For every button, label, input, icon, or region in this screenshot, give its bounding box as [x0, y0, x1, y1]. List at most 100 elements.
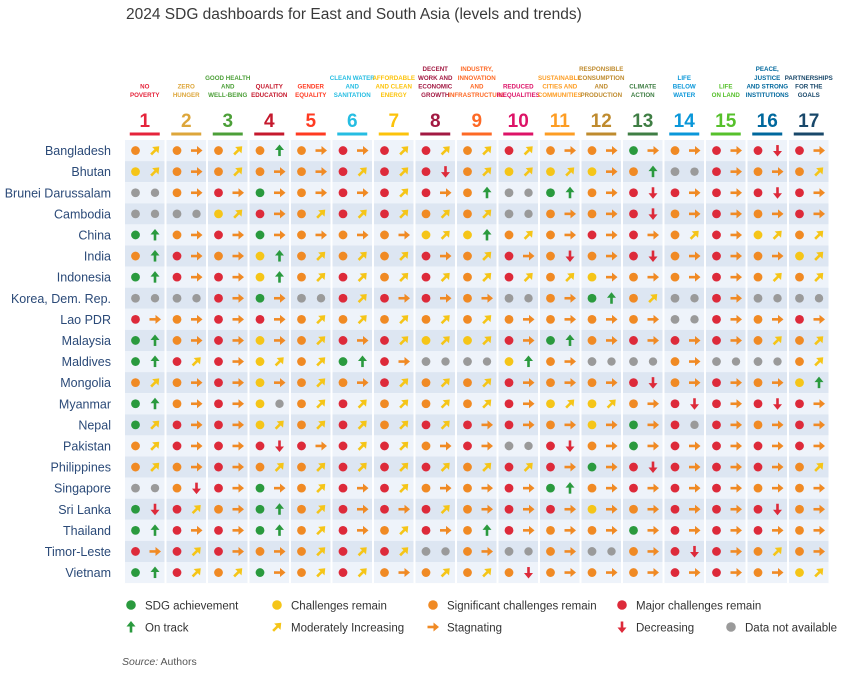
source-note: Source: Authors	[122, 656, 197, 668]
trend-arrow	[524, 567, 533, 579]
level-dot	[629, 420, 638, 430]
goal-number-10: 10	[508, 111, 529, 132]
goal-label-5: EQUALITY	[295, 92, 327, 99]
trend-arrow	[275, 399, 284, 408]
trend-arrow	[150, 566, 160, 579]
level-dot	[255, 399, 265, 409]
level-dot	[421, 504, 431, 514]
level-dot	[712, 357, 721, 366]
trend-arrow	[150, 188, 160, 197]
level-dot	[670, 441, 680, 451]
level-dot	[795, 483, 804, 493]
trend-arrow	[565, 167, 575, 177]
level-dot	[421, 293, 431, 303]
trend-arrow	[316, 272, 326, 282]
level-dot	[753, 251, 763, 261]
level-dot	[463, 462, 472, 472]
trend-arrow	[232, 188, 244, 198]
goal-label-6: AND	[346, 83, 360, 90]
trend-arrow	[316, 209, 326, 219]
trend-arrow	[399, 188, 409, 198]
level-dot	[629, 336, 638, 345]
trend-arrow	[773, 398, 782, 410]
trend-arrow	[730, 504, 742, 514]
level-dot	[214, 547, 223, 556]
trend-arrow	[316, 378, 326, 388]
level-dot	[131, 525, 140, 535]
level-dot	[380, 209, 389, 219]
trend-arrow	[482, 357, 492, 366]
level-dot	[504, 314, 514, 324]
level-dot	[338, 441, 348, 451]
level-dot	[172, 525, 182, 535]
trend-arrow	[150, 483, 160, 493]
trend-arrow	[813, 188, 825, 198]
trend-arrow	[150, 441, 160, 451]
level-dot	[297, 167, 306, 177]
level-dot	[629, 441, 638, 451]
level-dot	[214, 146, 223, 155]
trend-arrow-dot	[316, 294, 326, 303]
trend-arrow	[647, 483, 659, 493]
trend-arrow	[232, 335, 244, 345]
table-row-band	[124, 308, 830, 330]
country-label: Myanmar	[59, 397, 111, 411]
trend-arrow	[357, 294, 367, 304]
country-label: Cambodia	[54, 207, 111, 221]
level-dot	[712, 209, 721, 219]
level-dot	[463, 441, 472, 451]
trend-arrow	[647, 504, 659, 514]
level-dot	[214, 441, 223, 451]
level-dot	[629, 167, 638, 177]
trend-arrow	[772, 483, 784, 493]
level-dot	[297, 146, 306, 155]
level-dot	[670, 314, 680, 324]
level-dot	[380, 230, 389, 240]
goal-label-6: SANITATION	[334, 92, 371, 99]
level-dot	[753, 399, 763, 409]
country-label: Indonesia	[57, 271, 111, 285]
trend-arrow	[523, 483, 535, 493]
trend-arrow	[606, 314, 618, 324]
level-dot	[297, 483, 306, 493]
trend-arrow	[689, 378, 701, 388]
trend-arrow	[523, 504, 535, 514]
goal-label-7: ENERGY	[381, 92, 408, 99]
level-dot	[670, 568, 680, 577]
trend-arrow	[440, 483, 452, 493]
level-dot	[629, 230, 638, 240]
trend-arrow	[316, 294, 326, 303]
level-dot	[670, 209, 680, 219]
trend-arrow	[398, 293, 410, 303]
level-dot	[463, 357, 472, 366]
level-dot	[712, 399, 721, 409]
trend-arrow	[689, 251, 701, 261]
trend-arrow	[772, 230, 782, 240]
level-dot	[380, 525, 389, 535]
trend-arrow	[150, 397, 160, 410]
source-text: Authors	[160, 656, 197, 668]
level-dot	[629, 547, 638, 556]
trend-arrow	[648, 187, 658, 199]
trend-arrow	[730, 568, 742, 578]
trend-arrow	[357, 462, 367, 472]
country-label: Pakistan	[63, 439, 111, 453]
trend-arrow	[191, 146, 203, 156]
trend-arrow-dot	[150, 188, 160, 197]
level-dot	[338, 462, 348, 472]
goal-label-5: GENDER	[298, 83, 325, 90]
trend-arrow	[773, 187, 782, 199]
level-dot	[546, 441, 555, 451]
trend-arrow	[523, 146, 533, 156]
trend-arrow	[814, 568, 824, 578]
level-dot	[504, 525, 514, 535]
trend-arrow	[275, 144, 284, 157]
level-dot	[712, 420, 721, 430]
trend-arrow	[482, 228, 492, 241]
level-dot	[131, 441, 140, 451]
level-dot	[712, 525, 721, 535]
level-dot	[131, 462, 140, 472]
trend-arrow	[730, 188, 742, 198]
level-dot	[670, 547, 680, 556]
trend-arrow	[357, 399, 367, 409]
